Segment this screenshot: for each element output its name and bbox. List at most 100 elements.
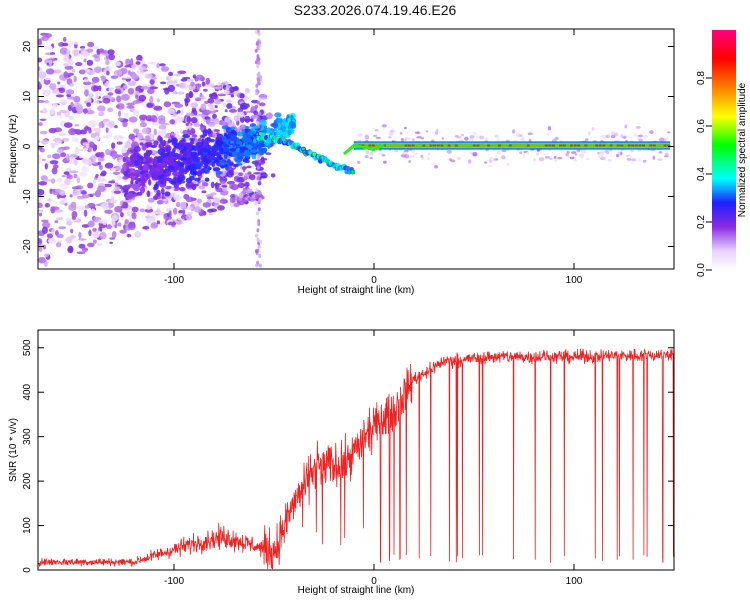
spectrogram-cell — [122, 156, 126, 163]
carrier-line-segment — [649, 144, 653, 147]
spectrogram-cell — [149, 78, 155, 85]
spectrogram-cell — [42, 244, 46, 250]
spectrogram-cell — [142, 225, 150, 230]
spectrogram-cell — [86, 143, 90, 149]
spectrogram-cell — [176, 91, 185, 95]
spectrogram-cell — [256, 72, 260, 77]
spectrogram-cell — [60, 152, 67, 158]
spectrogram-cell — [168, 71, 174, 77]
spectrogram-cell — [97, 105, 106, 112]
spectrogram-cell — [212, 132, 218, 138]
spectrogram-cell — [38, 181, 48, 186]
spectrogram-cell — [44, 100, 49, 104]
spectrogram-cell — [160, 187, 165, 195]
spectrogram-cell — [156, 98, 161, 103]
spectrogram-cell — [41, 139, 49, 145]
spectrogram-cell — [205, 194, 214, 198]
spectrogram-cell — [256, 63, 260, 68]
spectrogram-cell — [249, 174, 256, 181]
spectrogram-cell — [50, 52, 56, 55]
spectrogram-cell — [106, 70, 110, 76]
carrier-line-segment — [555, 144, 559, 147]
spectrogram-cell — [607, 158, 612, 162]
spectrogram-cell — [129, 172, 138, 177]
spectrogram-cell — [657, 158, 663, 161]
spectrogram-cell — [544, 155, 551, 159]
spectrogram-cell — [159, 81, 167, 85]
spectrogram-cell — [157, 130, 167, 136]
spectrogram-cell — [63, 71, 69, 79]
spectrogram-cell — [156, 189, 161, 197]
spectrogram-cell — [501, 149, 507, 152]
carrier-line-segment — [584, 144, 588, 147]
spectrogram-cell — [167, 138, 172, 144]
spectrogram-cell — [47, 198, 52, 202]
spectrogram-cell — [92, 54, 100, 59]
spectrogram-cell — [99, 232, 107, 240]
spectrogram-cell — [108, 53, 116, 61]
spectrogram-cell — [254, 201, 258, 206]
carrier-line-segment — [454, 144, 458, 147]
spectrogram-cell — [38, 256, 46, 264]
spectrogram-cell — [124, 199, 133, 203]
spectrogram-cell — [496, 150, 501, 155]
spectrogram-cell — [87, 41, 95, 48]
spectrogram-cell — [202, 202, 211, 208]
carrier-line-segment — [634, 144, 638, 147]
spectrogram-cell — [126, 233, 132, 238]
spectrogram-cell — [441, 137, 445, 140]
spectrogram-cell — [236, 127, 240, 133]
spectrogram-ytick-label: 20 — [22, 41, 33, 53]
colorbar: 0.0 0.2 0.4 0.6 0.8 Normalized spectral ampl… — [696, 30, 748, 277]
spectrogram-cell — [114, 125, 118, 129]
spectrogram-cell — [511, 129, 516, 134]
spectrogram-cell — [91, 76, 100, 83]
spectrogram-cell — [178, 169, 183, 175]
spectrogram-cell — [427, 157, 431, 161]
spectrogram-cell — [206, 196, 214, 200]
spectrogram-cell — [70, 201, 77, 208]
spectrogram-cell — [408, 160, 411, 163]
spectrogram-cell — [271, 122, 278, 129]
spectrogram-y-label: Frequency (Hz) — [8, 115, 19, 184]
spectrogram-cell — [572, 158, 578, 162]
spectrogram-cell — [153, 105, 163, 111]
spectrogram-cell — [82, 247, 89, 252]
spectrogram-cell — [38, 238, 43, 246]
spectrogram-cell — [97, 175, 102, 182]
spectrogram-cell — [237, 111, 245, 118]
spectrogram-cell — [559, 149, 565, 153]
carrier-line-segment — [462, 144, 465, 147]
spectrogram-cell — [226, 180, 236, 185]
spectrogram-cell — [153, 128, 157, 136]
spectrogram-cell — [105, 127, 109, 133]
spectrogram-cell — [81, 190, 87, 195]
spectrogram-cell — [542, 153, 547, 156]
spectrogram-cell — [41, 219, 49, 223]
snr-ytick-label: 500 — [22, 339, 33, 356]
spectrogram-cell — [120, 205, 129, 209]
spectrogram-cell — [217, 93, 227, 97]
spectrogram-cell — [469, 138, 474, 142]
spectrogram-cell — [515, 132, 520, 137]
spectrogram-cell — [131, 206, 139, 213]
spectrogram-cell — [207, 128, 212, 135]
spectrogram-cell — [351, 170, 355, 174]
spectrogram-cell — [49, 82, 57, 90]
spectrogram-cell — [146, 205, 152, 210]
spectrogram-cell — [237, 182, 245, 188]
spectrogram-cell — [38, 66, 41, 72]
spectrogram-cell — [182, 151, 188, 157]
spectrogram-cell — [82, 108, 88, 114]
spectrogram-cell — [137, 165, 144, 171]
spectrogram-cell — [141, 182, 146, 188]
spectrogram-cell — [81, 224, 90, 228]
spectrogram-cell — [201, 176, 205, 180]
spectrogram-cell — [144, 215, 152, 219]
spectrogram-cell — [191, 134, 198, 138]
spectrogram-cell — [165, 146, 171, 154]
spectrogram-cell — [404, 153, 408, 158]
carrier-line-segment — [598, 144, 602, 147]
spectrogram-cell — [44, 77, 52, 81]
spectrogram-cell — [93, 45, 99, 49]
